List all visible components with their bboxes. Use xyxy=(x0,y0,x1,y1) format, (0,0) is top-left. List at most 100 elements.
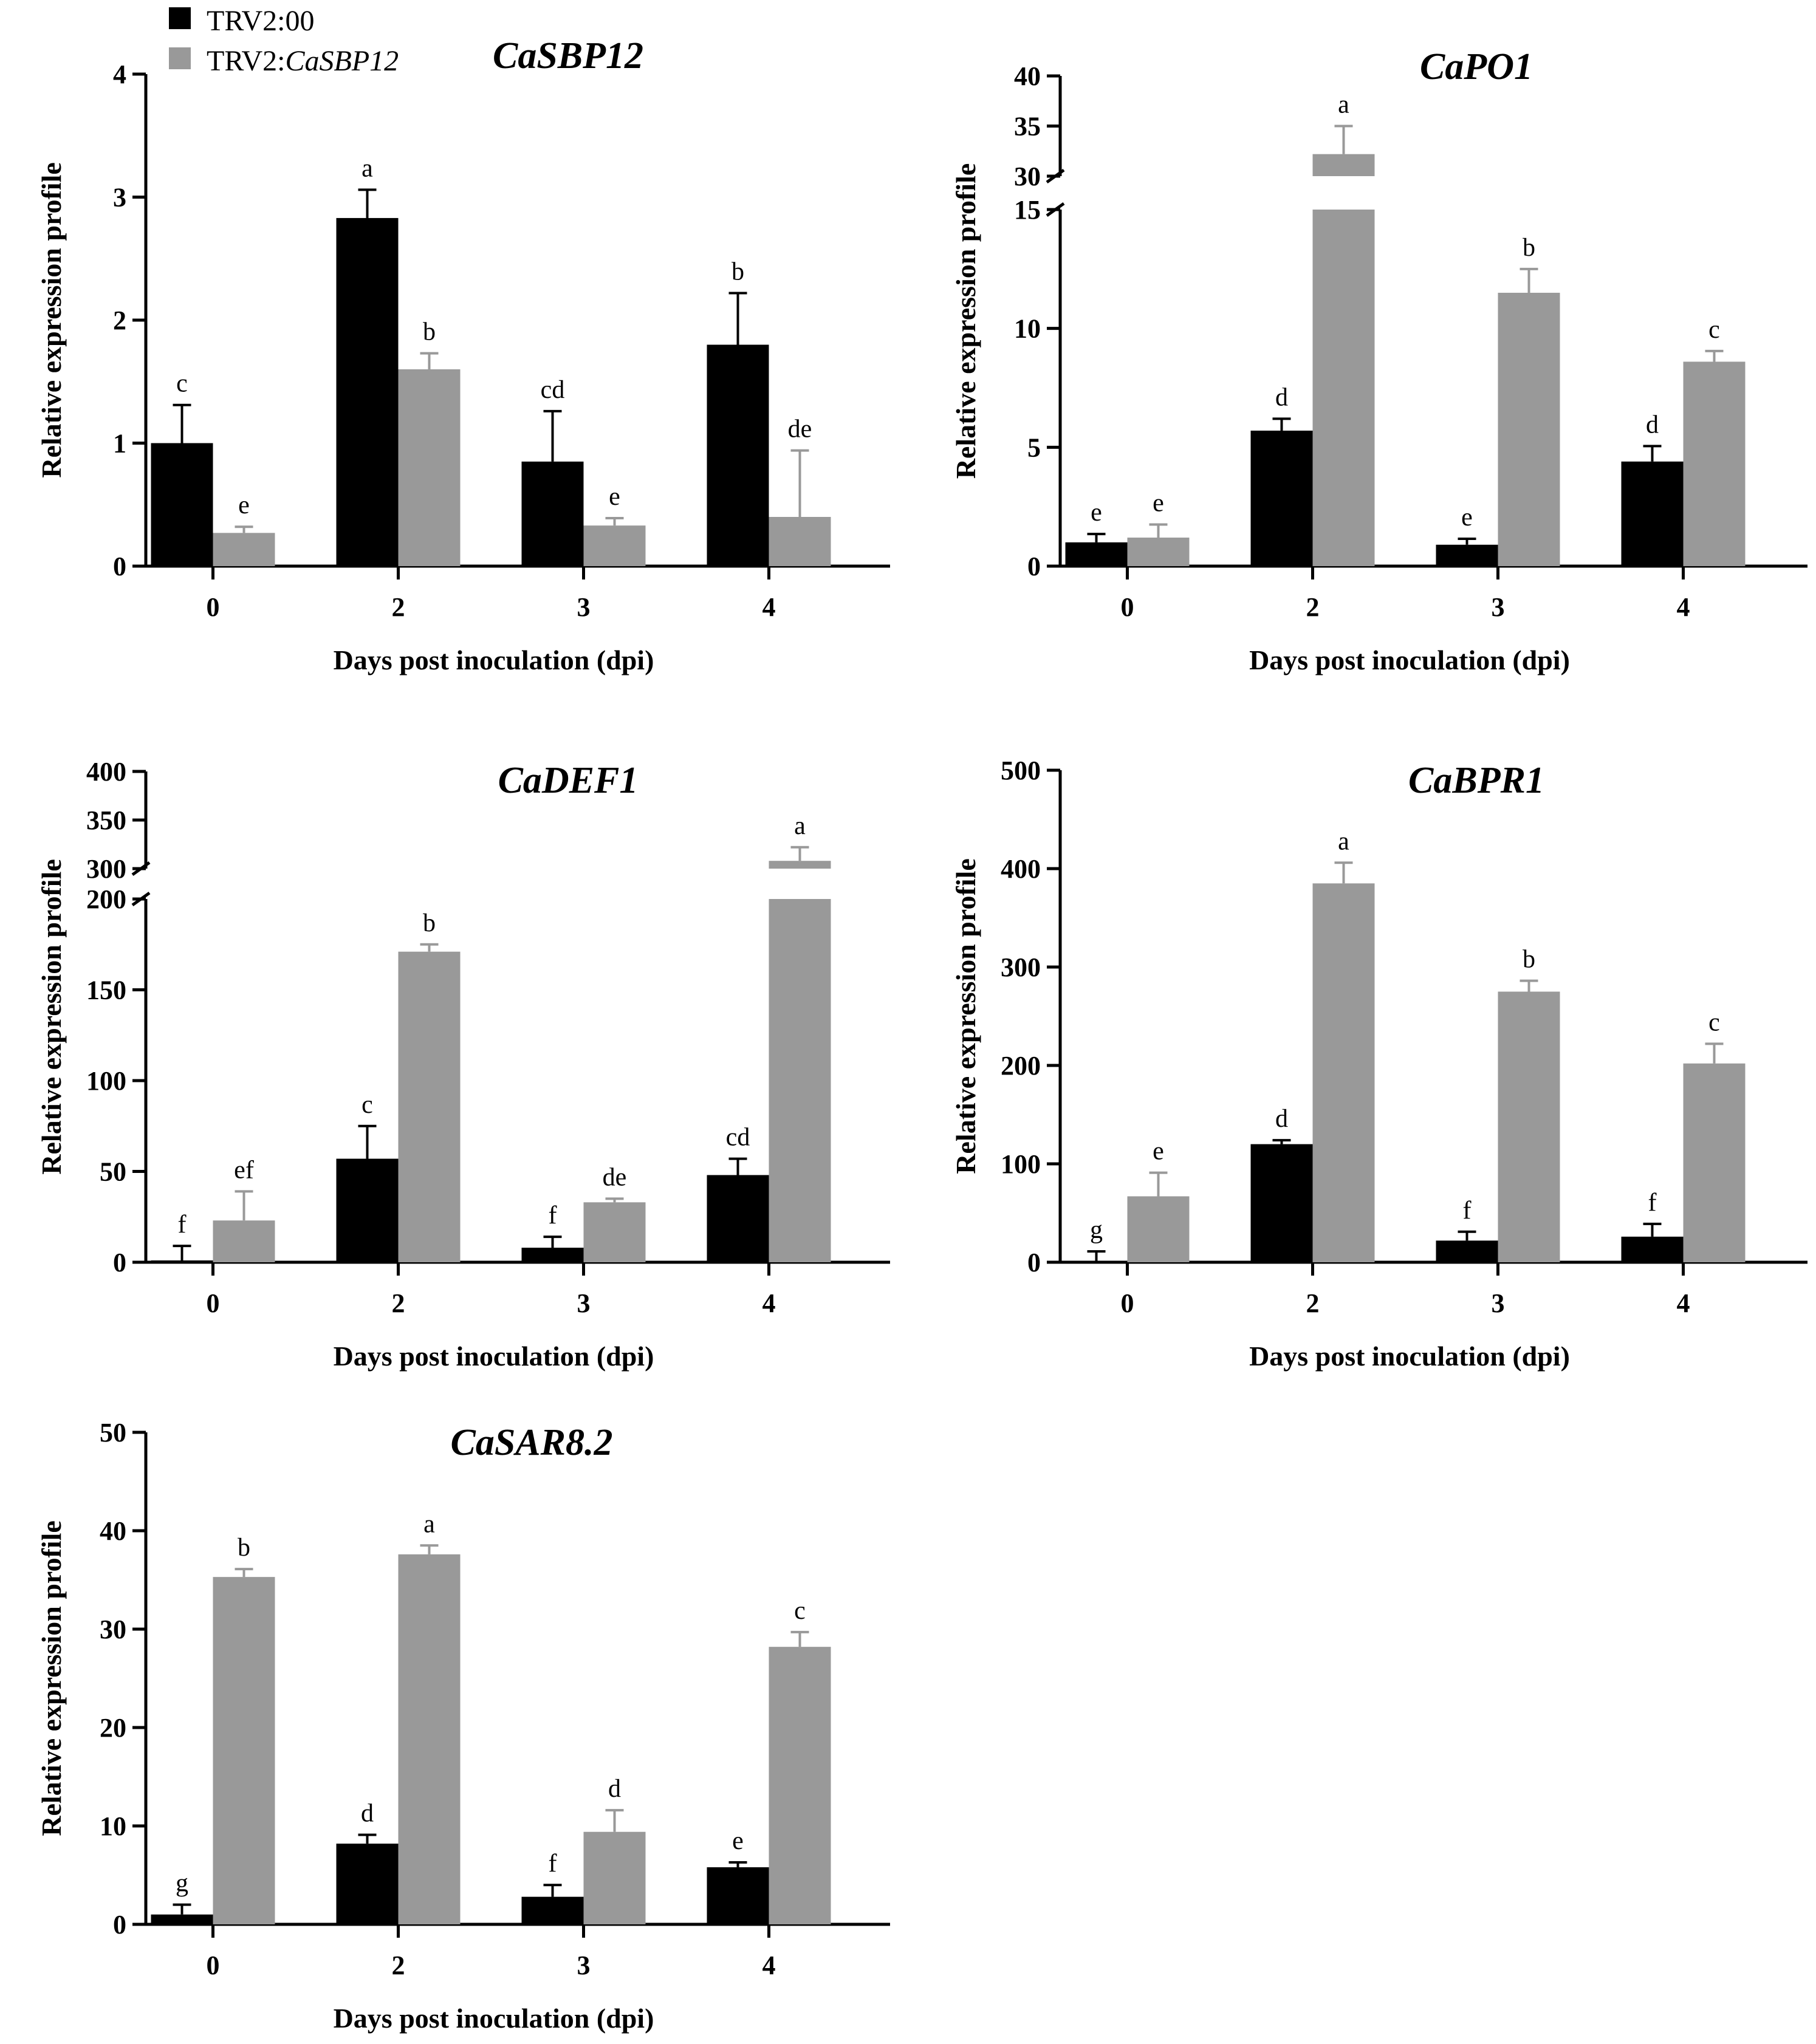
x-tick-label: 2 xyxy=(392,1950,405,1980)
y-tick-label: 200 xyxy=(1001,1051,1041,1081)
bar-top-segment xyxy=(769,861,831,869)
bar-top-segment xyxy=(1312,154,1375,176)
bar xyxy=(521,1248,584,1262)
bar xyxy=(398,951,461,1262)
x-tick-label: 3 xyxy=(577,1288,591,1318)
bar xyxy=(1683,1063,1746,1262)
y-tick-label: 0 xyxy=(113,1248,126,1277)
bar xyxy=(521,461,584,566)
y-tick-label: 0 xyxy=(113,552,126,581)
y-tick-label: 5 xyxy=(1027,432,1041,462)
bar xyxy=(707,344,769,566)
significance-label: a xyxy=(361,154,373,182)
significance-label: d xyxy=(361,1800,374,1828)
bar xyxy=(336,1158,399,1262)
legend-label-prefix: TRV2: xyxy=(207,45,286,77)
y-tick-label: 30 xyxy=(100,1615,126,1644)
bar xyxy=(213,1220,275,1262)
y-axis-title: Relative expression profile xyxy=(950,163,981,479)
y-tick-label: 0 xyxy=(1027,552,1041,581)
significance-label: b xyxy=(423,909,436,937)
y-tick-label: 200 xyxy=(86,884,126,914)
bar xyxy=(521,1896,584,1924)
y-tick-label: 50 xyxy=(100,1157,126,1187)
chart-title: CaBPR1 xyxy=(1408,760,1544,801)
x-tick-label: 4 xyxy=(1677,1288,1690,1318)
y-tick-label: 20 xyxy=(100,1713,126,1743)
bar xyxy=(1312,883,1375,1262)
chart-title: CaSBP12 xyxy=(493,35,643,77)
y-tick-label: 300 xyxy=(86,854,126,884)
significance-label: d xyxy=(608,1775,621,1803)
y-tick-label: 150 xyxy=(86,976,126,1005)
significance-label: e xyxy=(609,483,620,511)
y-axis-title: Relative expression profile xyxy=(36,1520,67,1836)
bar xyxy=(1683,361,1746,566)
significance-label: a xyxy=(423,1510,435,1538)
significance-label: f xyxy=(1463,1197,1472,1225)
significance-label: a xyxy=(794,812,806,840)
y-tick-label: 10 xyxy=(1014,314,1041,344)
significance-label: e xyxy=(1153,1138,1164,1166)
y-tick-label: 50 xyxy=(100,1418,126,1448)
x-tick-label: 4 xyxy=(762,592,776,622)
bar xyxy=(583,1202,646,1262)
bar xyxy=(151,1914,213,1924)
y-tick-label: 100 xyxy=(86,1066,126,1096)
chart-casar8-2: 0 10 20 30 40 50 0 g b 2 d a 3 f d 4 e c CaSAR8.2 Days post… xyxy=(36,1418,890,2034)
x-axis-title: Days post inoculation (dpi) xyxy=(334,1341,654,1372)
x-tick-label: 2 xyxy=(392,592,405,622)
bar xyxy=(1127,1196,1190,1262)
bar xyxy=(1127,538,1190,566)
y-tick-label: 3 xyxy=(113,183,126,213)
legend-label: TRV2:00 xyxy=(207,5,315,37)
bar xyxy=(213,533,275,566)
chart-title: CaPO1 xyxy=(1420,46,1533,87)
bar xyxy=(336,1844,399,1924)
bar xyxy=(1065,1261,1128,1263)
chart-title: CaDEF1 xyxy=(498,760,639,801)
x-tick-label: 0 xyxy=(207,592,220,622)
bar xyxy=(213,1577,275,1924)
bar xyxy=(1621,461,1684,566)
x-tick-label: 4 xyxy=(762,1950,776,1980)
bar xyxy=(583,525,646,566)
y-tick-label: 30 xyxy=(1014,162,1041,191)
bar xyxy=(1312,210,1375,566)
bar xyxy=(151,443,213,566)
bar xyxy=(336,217,399,566)
bar xyxy=(151,1260,213,1262)
significance-label: f xyxy=(178,1211,187,1239)
y-axis-title: Relative expression profile xyxy=(36,859,67,1175)
bar xyxy=(1436,544,1498,566)
significance-label: e xyxy=(1091,499,1102,527)
significance-label: e xyxy=(238,491,250,519)
x-tick-label: 0 xyxy=(1121,1288,1134,1318)
y-tick-label: 400 xyxy=(86,757,126,787)
significance-label: cd xyxy=(541,376,565,404)
bar xyxy=(707,1867,769,1924)
significance-label: g xyxy=(1090,1216,1103,1244)
bar xyxy=(1250,1144,1313,1262)
y-tick-label: 40 xyxy=(1014,61,1041,91)
significance-label: de xyxy=(788,415,812,443)
significance-label: f xyxy=(549,1850,557,1878)
y-axis-title: Relative expression profile xyxy=(36,162,67,478)
y-axis-title: Relative expression profile xyxy=(950,858,981,1174)
x-axis-title: Days post inoculation (dpi) xyxy=(1249,1341,1570,1372)
significance-label: f xyxy=(549,1201,557,1229)
legend-label-prefix: TRV2:00 xyxy=(207,5,315,37)
significance-label: ef xyxy=(234,1156,254,1184)
x-tick-label: 3 xyxy=(1492,592,1505,622)
y-tick-label: 100 xyxy=(1001,1149,1041,1179)
x-tick-label: 4 xyxy=(762,1288,776,1318)
y-tick-label: 0 xyxy=(113,1910,126,1940)
significance-label: c xyxy=(1708,316,1720,344)
significance-label: d xyxy=(1275,383,1288,411)
y-tick-label: 4 xyxy=(113,60,126,89)
chart-cabpr1: 0 100 200 300 400 500 0 g e 2 d a 3 f b 4 f c CaBPR1 Days p… xyxy=(950,756,1807,1372)
significance-label: b xyxy=(1523,234,1535,262)
bar xyxy=(1436,1240,1498,1262)
bar xyxy=(398,369,461,566)
